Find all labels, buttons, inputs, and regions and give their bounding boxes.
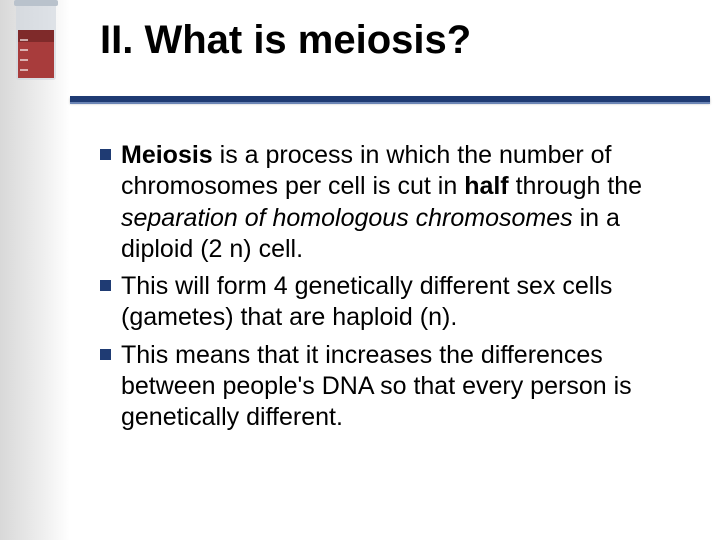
- bullet-item: Meiosis is a process in which the number…: [100, 140, 690, 265]
- bullet-square-icon: [100, 280, 111, 291]
- bullet-text: Meiosis is a process in which the number…: [121, 140, 690, 265]
- bullet-list: Meiosis is a process in which the number…: [100, 140, 690, 439]
- bullet-item: This will form 4 genetically different s…: [100, 271, 690, 334]
- bullet-square-icon: [100, 349, 111, 360]
- title-underline-rule: [70, 96, 710, 102]
- bullet-item: This means that it increases the differe…: [100, 340, 690, 434]
- bullet-square-icon: [100, 149, 111, 160]
- title-area: II. What is meiosis?: [100, 18, 700, 63]
- beaker-image: [6, 0, 66, 90]
- slide-title: II. What is meiosis?: [100, 18, 700, 63]
- bullet-text: This means that it increases the differe…: [121, 340, 690, 434]
- bullet-text: This will form 4 genetically different s…: [121, 271, 690, 334]
